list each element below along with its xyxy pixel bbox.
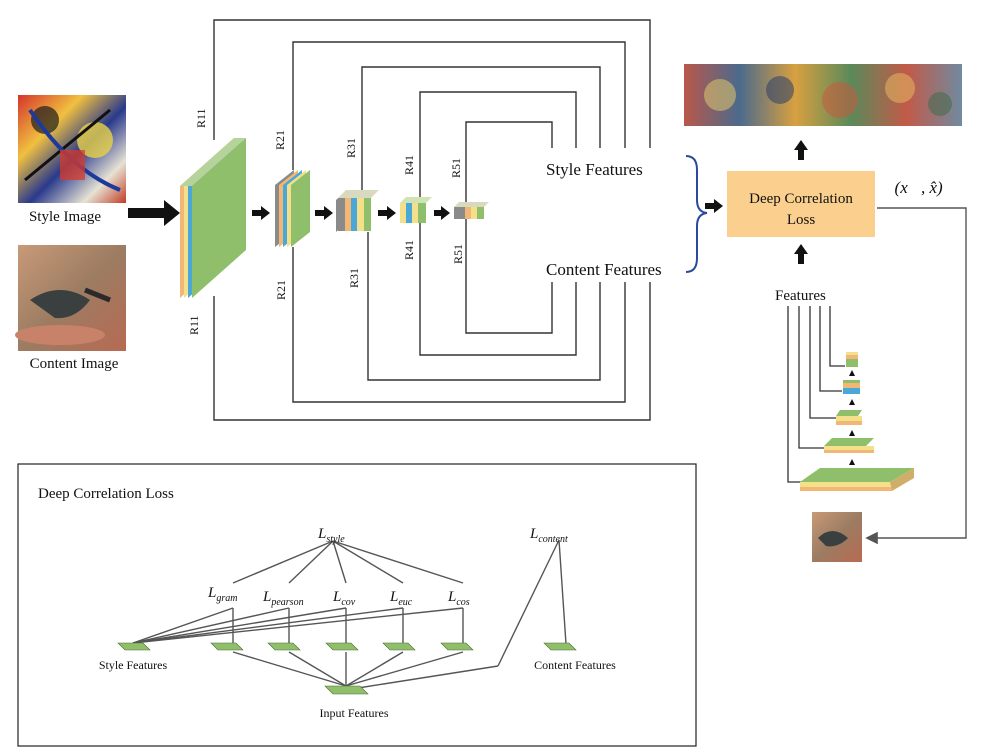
tag-r21-bot: R21 <box>274 280 288 300</box>
tag-r11-top: R11 <box>194 108 208 128</box>
input-arrow <box>128 200 180 226</box>
panel-connections <box>132 539 567 689</box>
generator-features-label: Features <box>775 288 826 304</box>
arrow-1 <box>252 206 270 220</box>
content-features-label: Content Features <box>546 260 662 279</box>
loss-formula: ℒ(x⃗, x̂) <box>881 178 943 197</box>
style-features-label: Style Features <box>546 160 643 179</box>
arrow-features-to-loss <box>794 244 808 264</box>
term-cov: Lcov <box>332 589 356 608</box>
l-style-label: Lstyle <box>317 526 345 545</box>
term-cos: Lcos <box>447 589 470 608</box>
content-image-label: Content Image <box>30 356 119 372</box>
style-image <box>18 95 126 203</box>
arrow-4 <box>434 206 450 220</box>
layer-r11-block <box>180 138 246 298</box>
tag-r31-top: R31 <box>344 138 358 158</box>
arrow-to-loss <box>705 199 723 213</box>
tag-r51-bot: R51 <box>451 244 465 264</box>
layer-r21-block <box>275 170 310 247</box>
style-image-label: Style Image <box>29 209 101 225</box>
loss-box-line1: Deep Correlation <box>749 191 853 207</box>
arrow-3 <box>378 206 396 220</box>
tag-r21-top: R21 <box>273 130 287 150</box>
layer-r51-block <box>454 202 489 219</box>
layer-r41-block <box>400 197 432 223</box>
output-images <box>684 64 962 126</box>
content-image <box>15 245 126 351</box>
result-image <box>812 512 862 562</box>
panel-title: Deep Correlation Loss <box>38 486 174 502</box>
panel-style-features: Style Features <box>99 658 168 672</box>
feedback-line <box>865 207 967 545</box>
panel-input-features: Input Features <box>320 706 389 720</box>
top-connections <box>213 19 651 202</box>
curly-brace <box>685 155 708 273</box>
term-pearson: Lpearson <box>262 589 304 608</box>
layer-r31-block <box>336 190 379 232</box>
l-content-label: Lcontent <box>529 526 568 545</box>
term-euc: Leuc <box>389 589 413 608</box>
loss-box-line2: Loss <box>787 212 816 228</box>
panel-tiles <box>117 642 577 695</box>
generator-connections <box>787 306 845 483</box>
panel-content-features: Content Features <box>534 658 616 672</box>
tag-r41-top: R41 <box>402 155 416 175</box>
generator-stack <box>800 352 914 491</box>
tag-r11-bot: R11 <box>187 315 201 335</box>
tag-r31-bot: R31 <box>347 268 361 288</box>
tag-r51-top: R51 <box>449 158 463 178</box>
loss-box <box>727 171 875 237</box>
term-gram: Lgram <box>207 585 237 604</box>
arrow-2 <box>315 206 333 220</box>
bottom-connections <box>213 219 651 421</box>
tag-r41-bot: R41 <box>402 240 416 260</box>
loss-panel <box>17 463 697 747</box>
arrow-to-output <box>794 140 808 160</box>
